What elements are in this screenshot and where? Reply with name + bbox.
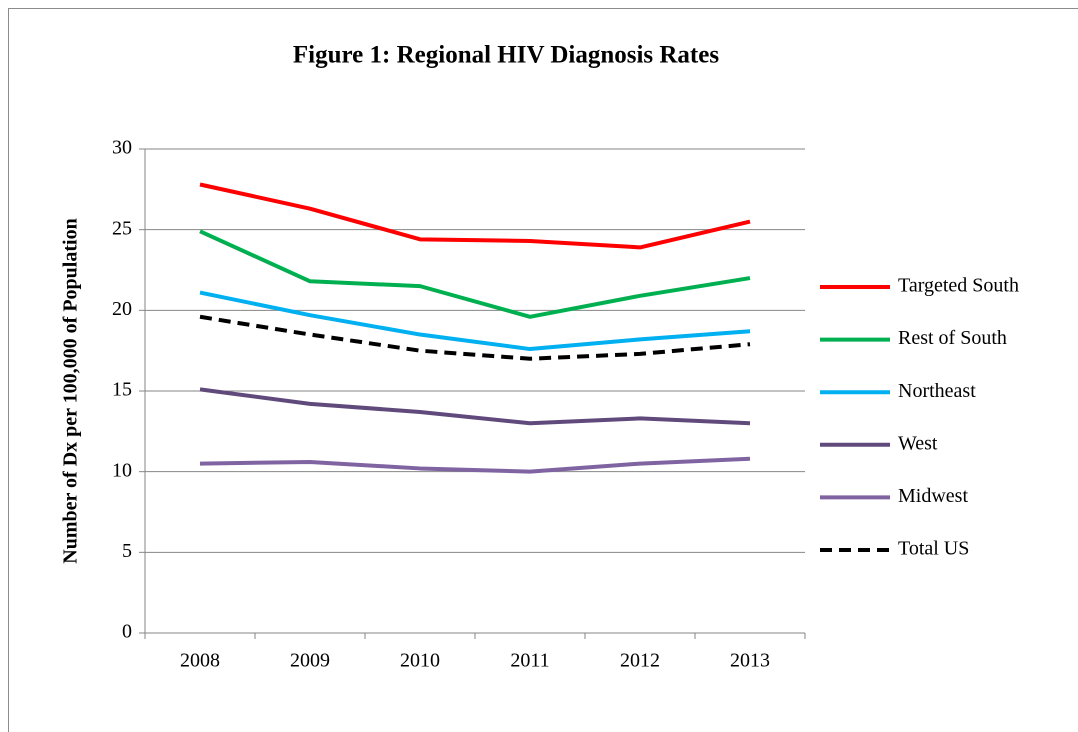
x-tick-label: 2011 <box>510 650 549 672</box>
series-line <box>199 290 751 352</box>
y-tick-label: 15 <box>112 379 132 401</box>
series-line <box>199 314 751 361</box>
y-tick-label: 20 <box>112 298 132 320</box>
y-tick-label: 30 <box>112 137 132 159</box>
series-line <box>199 229 751 319</box>
y-tick-label: 25 <box>112 217 132 239</box>
x-tick-label: 2009 <box>290 650 330 672</box>
legend-label: Northeast <box>898 380 976 402</box>
y-axis-label: Number of Dx per 100,000 of Population <box>60 218 82 563</box>
chart-frame <box>8 8 1078 732</box>
series-line <box>199 182 751 250</box>
series-line <box>199 387 751 426</box>
legend-label: West <box>898 432 938 454</box>
y-tick-label: 5 <box>122 540 132 562</box>
y-tick-label: 0 <box>122 621 132 643</box>
y-tick-label: 10 <box>112 459 132 481</box>
legend-label: Targeted South <box>898 275 1019 297</box>
legend-label: Midwest <box>898 485 968 507</box>
legend-label: Rest of South <box>898 327 1007 349</box>
series-line <box>199 456 751 474</box>
chart-title: Figure 1: Regional HIV Diagnosis Rates <box>293 42 719 69</box>
legend-label: Total US <box>898 538 969 560</box>
x-tick-label: 2010 <box>400 650 440 672</box>
x-tick-label: 2012 <box>620 650 660 672</box>
x-tick-label: 2013 <box>730 650 770 672</box>
x-tick-label: 2008 <box>180 650 220 672</box>
